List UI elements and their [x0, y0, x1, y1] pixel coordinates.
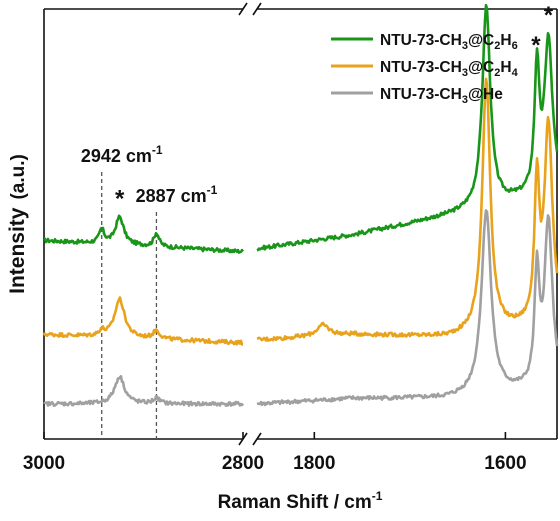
series-line-0-panel-0	[43, 214, 245, 254]
peak-star-1: *	[482, 0, 492, 1]
x-ticks: 3000 2800 1800 1600	[23, 432, 527, 474]
series-line-2-panel-0	[43, 375, 245, 407]
series-line-0-panel-1	[256, 3, 559, 252]
legend-label-0: NTU-73-CH3@C2H6	[380, 32, 518, 52]
series-group	[42, 3, 559, 407]
annotation-label-0: 2942 cm-1	[81, 143, 163, 166]
legend-label-2: NTU-73-CH3@He	[380, 86, 503, 106]
peak-star-0: *	[115, 186, 125, 213]
axes-frame	[43, 8, 558, 440]
tick-label-1-0: 1800	[293, 453, 335, 474]
peak-markers: ****	[115, 0, 554, 213]
tick-label-0-0: 3000	[23, 453, 65, 474]
legend: NTU-73-CH3@C2H6 NTU-73-CH3@C2H4 NTU-73-CH3…	[331, 32, 519, 106]
series-line-2-panel-1	[256, 209, 559, 407]
tick-label-0-1: 2800	[222, 453, 264, 474]
peak-star-2: *	[531, 32, 541, 59]
axis-break-bottom	[238, 431, 262, 447]
series-line-1-panel-1	[256, 77, 559, 342]
y-axis-label: Intensity(a.u.)	[6, 154, 29, 294]
annotation-labels: 2942 cm-1 2887 cm-1	[81, 143, 218, 206]
axis-break-top	[238, 1, 262, 17]
annotation-lines	[101, 172, 158, 439]
x-axis-label: Raman Shift / cm-1	[218, 489, 383, 513]
annotation-label-1: 2887 cm-1	[136, 183, 218, 206]
peak-star-3: *	[544, 2, 554, 29]
tick-label-1-1: 1600	[484, 453, 526, 474]
series-line-1-panel-0	[42, 296, 244, 346]
legend-label-1: NTU-73-CH3@C2H4	[380, 59, 519, 79]
